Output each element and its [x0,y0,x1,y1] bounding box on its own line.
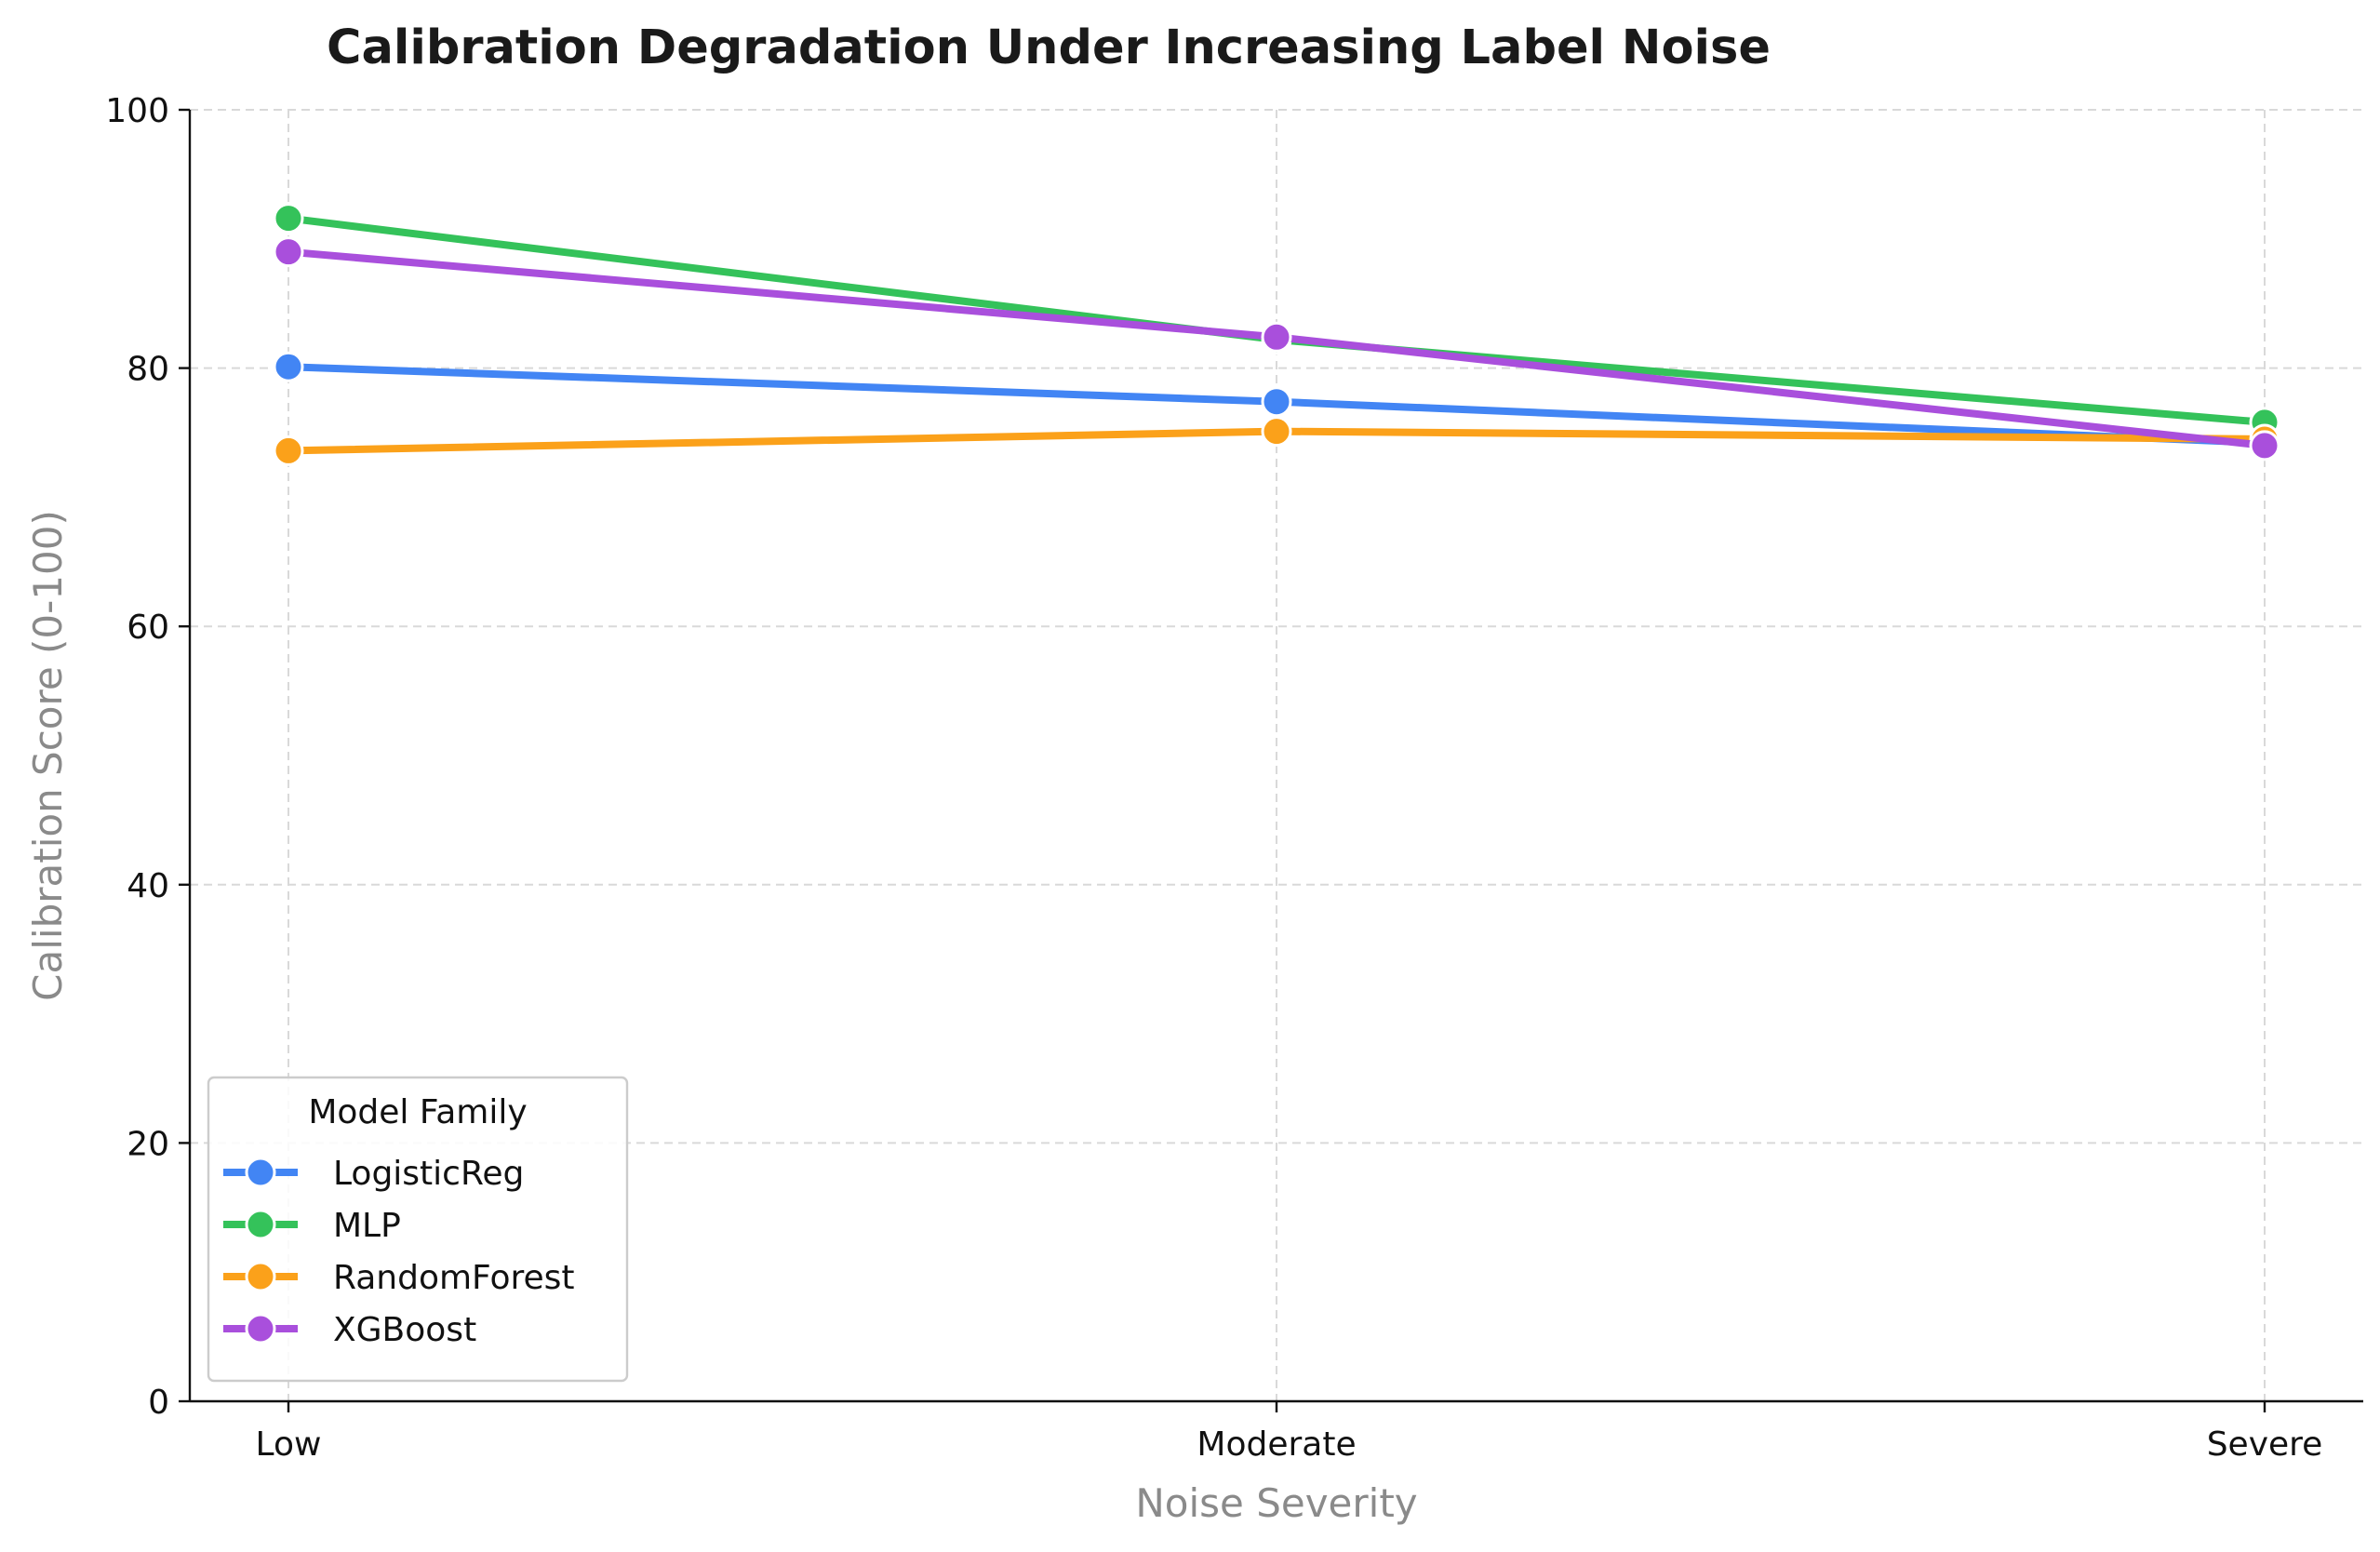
legend-entries: LogisticReg MLP RandomForest XGBoost [223,1155,575,1349]
data-point [273,203,304,234]
legend-marker [245,1261,276,1292]
legend-marker [245,1209,276,1240]
legend-label: XGBoost [333,1311,476,1349]
x-ticks: Low Moderate Severe [256,1401,2323,1464]
legend-label: LogisticReg [333,1155,524,1193]
x-axis-label: Noise Severity [1135,1480,1417,1526]
legend-entry-mlp: MLP [223,1207,401,1245]
series-xgboost [273,236,2280,462]
legend-label: RandomForest [333,1259,575,1297]
y-tick-label: 80 [127,351,169,389]
data-point [1261,321,1292,353]
y-tick-label: 60 [127,609,169,647]
legend-title: Model Family [308,1093,527,1131]
y-axis-label: Calibration Score (0-100) [25,510,71,1001]
data-point [1261,386,1292,418]
legend-marker [245,1157,276,1188]
legend-entry-logisticreg: LogisticReg [223,1155,524,1193]
y-tick-label: 20 [127,1125,169,1163]
legend-entry-xgboost: XGBoost [223,1311,476,1349]
x-tick-label: Severe [2207,1425,2323,1464]
y-ticks: 0 20 40 60 80 100 [105,92,190,1422]
legend-label: MLP [333,1207,401,1245]
series-randomforest [273,416,2280,466]
y-tick-label: 0 [148,1384,169,1422]
legend-marker [245,1313,276,1345]
chart-title: Calibration Degradation Under Increasing… [327,20,1771,75]
x-tick-label: Moderate [1197,1425,1356,1464]
data-point [273,435,304,466]
data-point [2249,430,2280,462]
y-tick-label: 40 [127,867,169,905]
data-point [273,351,304,382]
series-layer [273,203,2280,466]
x-tick-label: Low [256,1425,322,1464]
data-point [1261,416,1292,448]
data-point [273,236,304,268]
legend-entry-randomforest: RandomForest [223,1259,575,1297]
legend: Model Family LogisticReg MLP RandomForest X… [207,1076,629,1383]
y-tick-label: 100 [105,92,169,130]
legend-box [207,1076,629,1383]
